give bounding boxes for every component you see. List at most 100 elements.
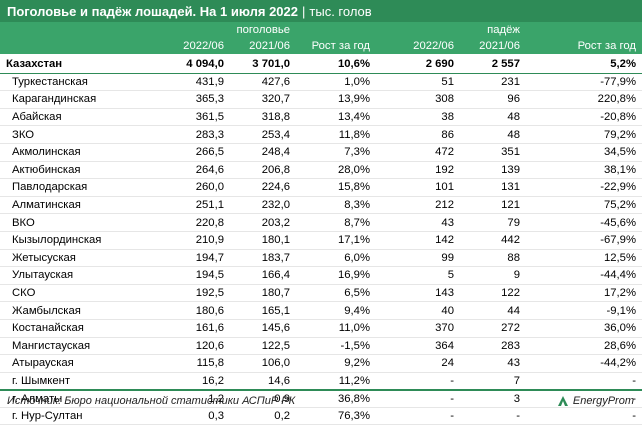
value-cell: -44,4% — [526, 266, 642, 285]
value-cell: 431,9 — [148, 73, 230, 92]
source-note: Источник: Бюро национальной статистики А… — [7, 395, 296, 407]
value-cell: 308 — [376, 90, 460, 109]
region-cell: Туркестанская — [0, 73, 148, 92]
region-cell: Костанайская — [0, 319, 148, 338]
value-cell: 5,2% — [526, 55, 642, 74]
logo-text: EnergyProm — [572, 395, 634, 407]
value-cell: 166,4 — [230, 266, 296, 285]
table-row: СКО 192,5 180,7 6,5% 143 122 17,2% — [0, 284, 642, 303]
value-cell: - — [376, 389, 460, 408]
value-cell: 427,6 — [230, 73, 296, 92]
value-cell: 9 — [460, 266, 526, 285]
value-cell: 16,9% — [296, 266, 376, 285]
table-row: ВКО 220,8 203,2 8,7% 43 79 -45,6% — [0, 213, 642, 232]
value-cell: -45,6% — [526, 213, 642, 232]
value-cell: 38,1% — [526, 161, 642, 180]
column-header — [0, 38, 148, 56]
region-cell: Казахстан — [0, 55, 148, 74]
value-cell: 3 — [460, 389, 526, 408]
value-cell: 115,8 — [148, 354, 230, 373]
value-cell: 7 — [460, 372, 526, 391]
value-cell: 180,7 — [230, 284, 296, 303]
value-cell: 120,6 — [148, 337, 230, 356]
region-cell: г. Шымкент — [0, 372, 148, 391]
value-cell: 43 — [376, 213, 460, 232]
value-cell: 203,2 — [230, 213, 296, 232]
value-cell: 44 — [460, 301, 526, 320]
value-cell: - — [526, 389, 642, 408]
value-cell: 13,4% — [296, 108, 376, 127]
value-cell: 142 — [376, 231, 460, 250]
value-cell: 17,2% — [526, 284, 642, 303]
table-row: Актюбинская 264,6 206,8 28,0% 192 139 38,1% — [0, 161, 642, 180]
table-row: Атырауская 115,8 106,0 9,2% 24 43 -44,2% — [0, 354, 642, 373]
table-row: Кызылординская 210,9 180,1 17,1% 142 442 -67,9… — [0, 231, 642, 250]
value-cell: 183,7 — [230, 249, 296, 268]
region-cell: Акмолинская — [0, 143, 148, 162]
group-header-row: поголовье падёж — [0, 22, 642, 38]
value-cell: 40 — [376, 301, 460, 320]
value-cell: 7,3% — [296, 143, 376, 162]
value-cell: 361,5 — [148, 108, 230, 127]
column-header: 2021/06 — [460, 38, 526, 56]
value-cell: 10,6% — [296, 55, 376, 74]
value-cell: 180,1 — [230, 231, 296, 250]
value-cell: 1,0% — [296, 73, 376, 92]
value-cell: 318,8 — [230, 108, 296, 127]
table-body: Казахстан 4 094,0 3 701,0 10,6% 2 690 2 557 5,… — [0, 55, 642, 425]
column-header: Рост за год — [296, 38, 376, 56]
value-cell: -77,9% — [526, 73, 642, 92]
value-cell: -22,9% — [526, 178, 642, 197]
energyprom-logo-icon — [557, 396, 568, 406]
region-cell: Жетысуская — [0, 249, 148, 268]
region-cell: Кызылординская — [0, 231, 148, 250]
region-cell: Карагандинская — [0, 90, 148, 109]
table-row: ЗКО 283,3 253,4 11,8% 86 48 79,2% — [0, 125, 642, 144]
value-cell: 2 690 — [376, 55, 460, 74]
value-cell: 101 — [376, 178, 460, 197]
region-cell: Абайская — [0, 108, 148, 127]
value-cell: 96 — [460, 90, 526, 109]
footer: Источник: Бюро национальной статистики А… — [0, 389, 642, 411]
value-cell: 1,2 — [148, 389, 230, 408]
value-cell: 86 — [376, 125, 460, 144]
value-cell: 28,0% — [296, 161, 376, 180]
value-cell: -44,2% — [526, 354, 642, 373]
value-cell: 320,7 — [230, 90, 296, 109]
column-header: 2021/06 — [230, 38, 296, 56]
column-header: 2022/06 — [376, 38, 460, 56]
value-cell: 194,7 — [148, 249, 230, 268]
table-row: Жамбылская 180,6 165,1 9,4% 40 44 -9,1% — [0, 301, 642, 320]
value-cell: 34,5% — [526, 143, 642, 162]
value-cell: 260,0 — [148, 178, 230, 197]
value-cell: 9,4% — [296, 301, 376, 320]
region-cell: ЗКО — [0, 125, 148, 144]
table-row: Улытауская 194,5 166,4 16,9% 5 9 -44,4% — [0, 266, 642, 285]
value-cell: 13,9% — [296, 90, 376, 109]
unit-label: тыс. голов — [309, 3, 372, 19]
value-cell: 351 — [460, 143, 526, 162]
region-cell: г. Алматы — [0, 389, 148, 408]
value-cell: 251,1 — [148, 196, 230, 215]
value-cell: 364 — [376, 337, 460, 356]
value-cell: 253,4 — [230, 125, 296, 144]
table-row: г. Шымкент 16,2 14,6 11,2% -7- — [0, 372, 642, 391]
value-cell: 48 — [460, 108, 526, 127]
value-cell: - — [526, 372, 642, 391]
value-cell: 180,6 — [148, 301, 230, 320]
value-cell: -20,8% — [526, 108, 642, 127]
value-cell: 248,4 — [230, 143, 296, 162]
value-cell: 131 — [460, 178, 526, 197]
table-row: Абайская 361,5 318,8 13,4% 38 48 -20,8% — [0, 108, 642, 127]
value-cell: -1,5% — [296, 337, 376, 356]
value-cell: 99 — [376, 249, 460, 268]
region-cell: СКО — [0, 284, 148, 303]
value-cell: 9,2% — [296, 354, 376, 373]
region-cell: Жамбылская — [0, 301, 148, 320]
value-cell: 122 — [460, 284, 526, 303]
value-cell: - — [376, 372, 460, 391]
value-cell: 5 — [376, 266, 460, 285]
table-row: Мангистауская 120,6 122,5 -1,5% 364 283 28,6% — [0, 337, 642, 356]
table-row: г. Алматы 1,2 0,9 36,8% -3- — [0, 389, 642, 408]
value-cell: 231 — [460, 73, 526, 92]
